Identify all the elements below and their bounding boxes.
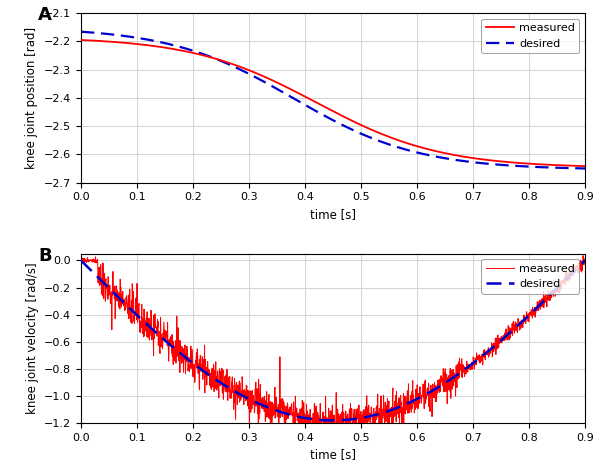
desired bbox=[421, 151, 428, 157]
Line: desired: desired bbox=[81, 260, 585, 420]
desired bbox=[422, 392, 429, 397]
Legend: measured, desired: measured, desired bbox=[481, 259, 580, 294]
desired bbox=[185, 357, 192, 363]
Line: desired: desired bbox=[81, 32, 585, 169]
desired bbox=[77, 29, 85, 34]
measured bbox=[106, 282, 113, 288]
Y-axis label: knee joint position [rad]: knee joint position [rad] bbox=[25, 27, 38, 169]
desired bbox=[581, 166, 589, 171]
desired bbox=[185, 47, 192, 52]
measured bbox=[283, 84, 290, 90]
measured bbox=[266, 411, 273, 416]
desired bbox=[581, 258, 589, 263]
desired bbox=[286, 93, 293, 99]
Line: measured: measured bbox=[81, 40, 585, 166]
measured bbox=[106, 39, 113, 44]
measured bbox=[421, 146, 428, 151]
X-axis label: time [s]: time [s] bbox=[310, 208, 356, 221]
measured bbox=[77, 37, 85, 43]
desired bbox=[283, 92, 290, 97]
desired bbox=[106, 286, 113, 292]
Text: B: B bbox=[38, 247, 52, 265]
desired bbox=[266, 82, 273, 88]
measured bbox=[308, 454, 315, 460]
desired bbox=[106, 31, 113, 37]
X-axis label: time [s]: time [s] bbox=[310, 448, 356, 461]
measured bbox=[286, 86, 293, 91]
measured bbox=[422, 377, 429, 383]
measured bbox=[185, 359, 192, 365]
measured bbox=[185, 49, 192, 55]
measured bbox=[283, 417, 290, 422]
desired bbox=[77, 258, 85, 263]
measured bbox=[266, 76, 273, 82]
Line: measured: measured bbox=[81, 256, 585, 457]
Y-axis label: knee joint velocity [rad/s]: knee joint velocity [rad/s] bbox=[26, 262, 38, 414]
Text: A: A bbox=[38, 6, 52, 24]
desired bbox=[329, 418, 337, 423]
Legend: measured, desired: measured, desired bbox=[481, 19, 580, 53]
desired bbox=[266, 405, 273, 411]
measured bbox=[286, 409, 293, 414]
measured bbox=[580, 253, 587, 259]
desired bbox=[286, 411, 293, 417]
measured bbox=[581, 163, 589, 169]
measured bbox=[581, 256, 589, 261]
measured bbox=[77, 257, 85, 263]
desired bbox=[283, 411, 290, 417]
